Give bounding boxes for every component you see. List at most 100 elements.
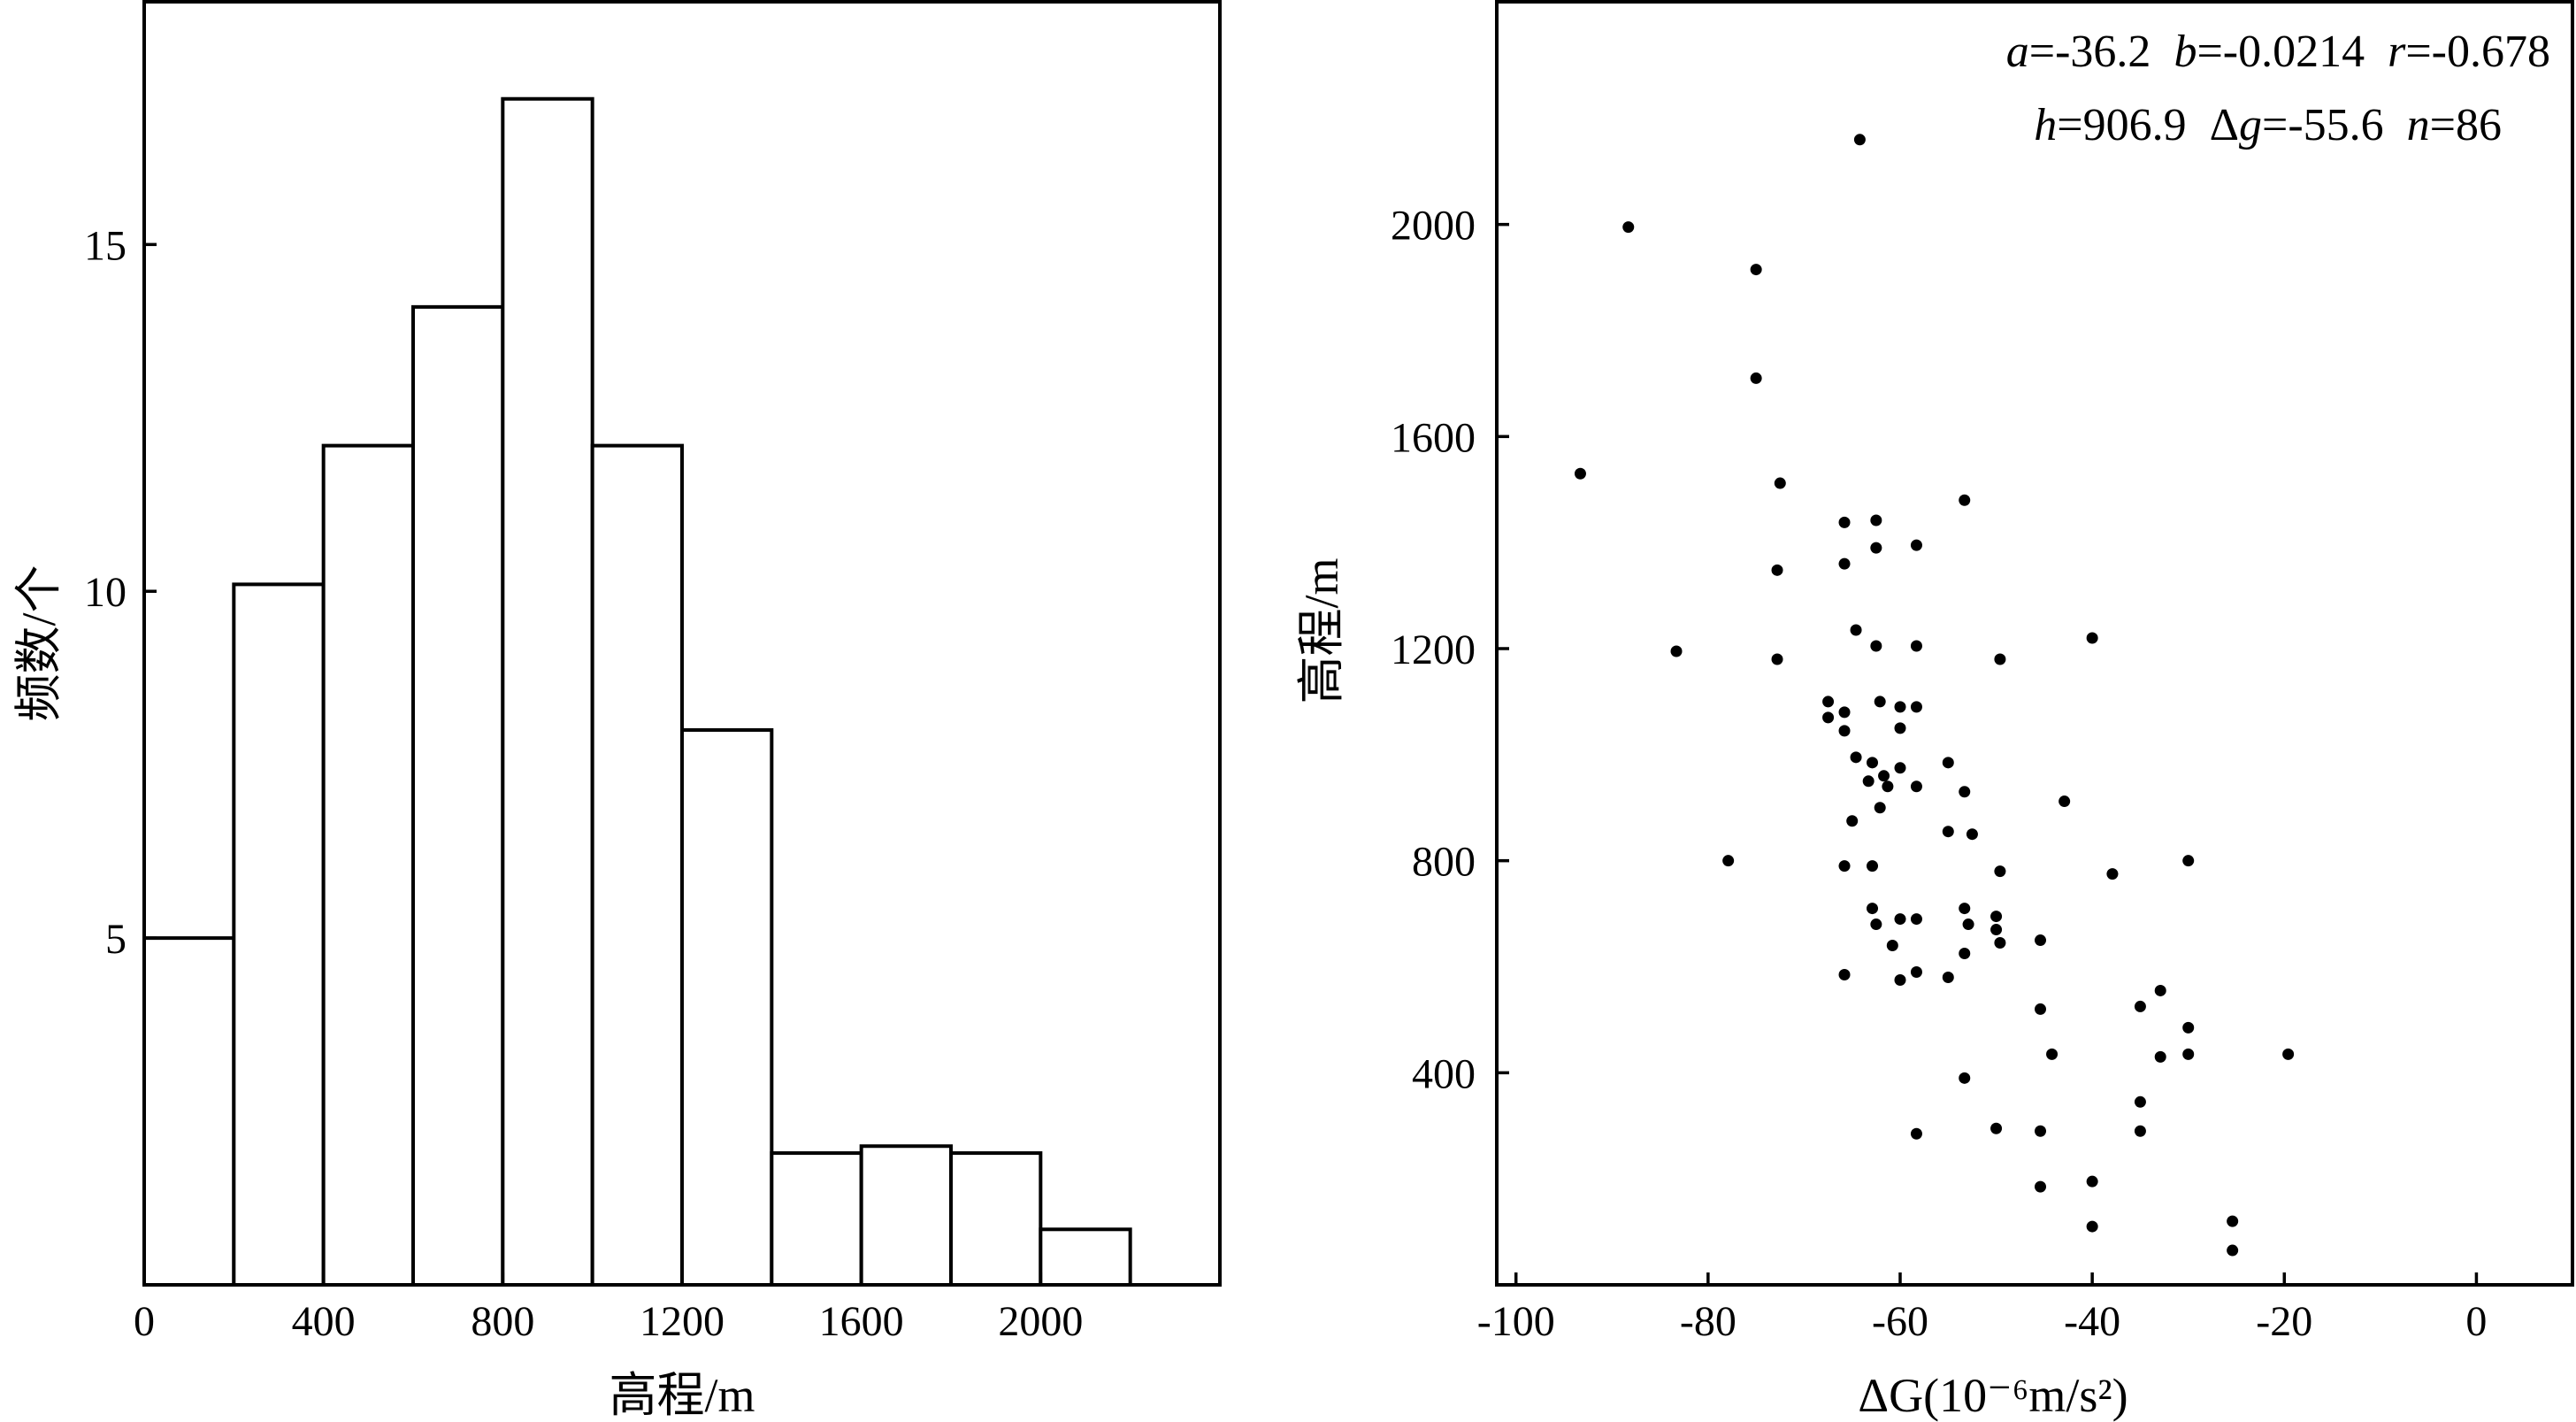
scatter-point xyxy=(2182,1021,2195,1034)
scatter-point xyxy=(1771,653,1783,665)
scatter-point xyxy=(1867,860,1879,872)
scatter-point xyxy=(1910,965,1922,978)
scatter-point xyxy=(1894,973,1906,986)
scatter-point xyxy=(1850,624,1862,636)
histogram-bar xyxy=(859,1144,954,1287)
histogram-bar xyxy=(590,443,685,1287)
scatter-point xyxy=(2154,1050,2166,1063)
scatter-point xyxy=(1838,968,1851,980)
scatter-plot-frame xyxy=(1495,0,2574,1287)
scatter-point xyxy=(2154,984,2166,996)
scatter-point xyxy=(1850,751,1862,764)
scatter-point xyxy=(2106,868,2119,880)
scatter-point xyxy=(1838,516,1851,528)
stat-variable: r xyxy=(2388,27,2406,77)
histogram-bar xyxy=(770,1151,863,1287)
scatter-y-ticks: 400 800 1200 1600 2000 xyxy=(1391,203,1509,1097)
scatter-point xyxy=(1838,860,1851,872)
regression-stats-line-1: a=-36.2 b=-0.0214 r=-0.678 xyxy=(2006,27,2550,77)
scatter-point xyxy=(1750,264,1762,276)
scatter-x-axis-title: ΔG(10⁻⁶m/s²) xyxy=(1858,1369,2128,1422)
scatter-point xyxy=(2227,1244,2239,1257)
regression-stats-line-2: h=906.9 Δg=-55.6 n=86 xyxy=(2034,100,2502,150)
stat-variable: b xyxy=(2174,27,2196,77)
scatter-x-tick-label: -100 xyxy=(1477,1298,1555,1345)
scatter-point xyxy=(1874,802,1886,814)
scatter-point xyxy=(1942,971,1954,983)
scatter-point xyxy=(1966,828,1978,841)
scatter-point xyxy=(1870,919,1882,931)
histogram-bar xyxy=(321,443,415,1287)
scatter-point xyxy=(1894,701,1906,713)
scatter-point xyxy=(2046,1048,2058,1060)
histogram-bar xyxy=(1039,1227,1132,1287)
histogram-x-tick-label: 1200 xyxy=(640,1298,724,1345)
histogram-x-tick-label: 0 xyxy=(134,1298,155,1345)
stat-value: =-55.6 xyxy=(2262,100,2407,150)
histogram-bars xyxy=(142,96,1132,1287)
scatter-point xyxy=(1959,948,1971,960)
scatter-point xyxy=(1771,564,1783,576)
scatter-y-tick-label: 800 xyxy=(1412,839,1476,886)
scatter-point xyxy=(1722,855,1735,867)
histogram-y-tick-label: 5 xyxy=(105,916,126,963)
scatter-point xyxy=(1990,1122,2003,1134)
scatter-point xyxy=(1750,372,1762,384)
scatter-point xyxy=(1910,640,1922,652)
histogram-x-tick-label: 800 xyxy=(471,1298,534,1345)
scatter-x-tick-label: -40 xyxy=(2064,1298,2120,1345)
scatter-point xyxy=(1822,696,1835,708)
stat-variable: a xyxy=(2006,27,2029,77)
scatter-y-tick-label: 1200 xyxy=(1391,626,1476,673)
histogram-bar xyxy=(232,582,326,1287)
histogram-x-tick-label: 400 xyxy=(292,1298,356,1345)
scatter-point xyxy=(1774,477,1786,489)
histogram-y-axis-title: 频数/个 xyxy=(12,565,65,721)
scatter-point xyxy=(1894,762,1906,774)
scatter-point xyxy=(2227,1215,2239,1227)
scatter-point xyxy=(1942,826,1954,838)
stat-value: =-0.678 xyxy=(2405,27,2550,77)
scatter-point xyxy=(1846,815,1859,827)
scatter-point xyxy=(1894,722,1906,734)
histogram-x-ticks: 0 400 800 1200 1600 2000 xyxy=(134,1272,1083,1345)
scatter-point xyxy=(1894,913,1906,926)
scatter-point xyxy=(1990,911,2003,923)
scatter-x-tick-label: -60 xyxy=(1872,1298,1928,1345)
scatter-point xyxy=(1959,494,1971,506)
scatter-x-tick-label: -20 xyxy=(2256,1298,2312,1345)
histogram-bar xyxy=(411,304,505,1287)
histogram-bar xyxy=(501,96,594,1287)
scatter-point xyxy=(1870,514,1882,527)
scatter-point xyxy=(1867,757,1879,769)
scatter-point xyxy=(1886,940,1898,952)
scatter-point xyxy=(2182,855,2195,867)
histogram-x-tick-label: 1600 xyxy=(819,1298,904,1345)
scatter-x-ticks: -100 -80 -60 -40 -20 0 xyxy=(1477,1272,2487,1345)
scatter-point xyxy=(1862,775,1874,788)
scatter-point xyxy=(1959,786,1971,798)
histogram-y-ticks: 5 10 15 xyxy=(84,222,157,963)
scatter-point xyxy=(2086,1175,2098,1188)
scatter-y-axis-title: 高程/m xyxy=(1295,557,1348,703)
histogram-y-tick-label: 15 xyxy=(84,222,126,269)
stat-variable: n xyxy=(2407,100,2430,150)
stat-value: =86 xyxy=(2430,100,2502,150)
scatter-point xyxy=(2134,1125,2146,1137)
scatter-point xyxy=(1853,134,1866,146)
scatter-point xyxy=(1990,924,2003,936)
scatter-point xyxy=(2282,1048,2295,1060)
scatter-point xyxy=(2035,1003,2047,1015)
scatter-point xyxy=(1994,865,2006,878)
scatter-points xyxy=(1574,134,2295,1257)
histogram-panel: 0 400 800 1200 1600 2000 5 10 15 高程/m 频数/个 xyxy=(12,0,1222,1422)
scatter-x-tick-label: 0 xyxy=(2465,1298,2487,1345)
histogram-bar xyxy=(949,1151,1043,1287)
scatter-point xyxy=(1910,1127,1922,1140)
scatter-panel: -100 -80 -60 -40 -20 0 400 800 1200 1600 2000 ΔG(… xyxy=(1295,0,2574,1422)
scatter-point xyxy=(1870,640,1882,652)
scatter-point xyxy=(1882,780,1894,793)
scatter-point xyxy=(1838,725,1851,737)
stat-value: =-36.2 xyxy=(2029,27,2174,77)
